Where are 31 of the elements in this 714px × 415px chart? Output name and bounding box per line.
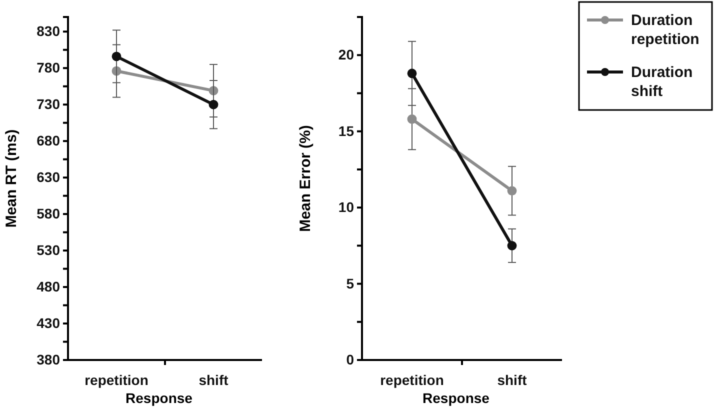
y-tick-label: 730	[36, 96, 60, 112]
x-tick-label: shift	[497, 372, 528, 388]
point	[208, 100, 218, 110]
x-axis-title: Response	[422, 390, 490, 406]
y-tick-label: 20	[338, 46, 354, 63]
point	[112, 52, 122, 62]
y-tick-label: 630	[36, 169, 60, 186]
legend-label: Duration shift	[631, 64, 693, 100]
y-tick-label: 15	[338, 122, 354, 139]
y-tick-label: 5	[346, 275, 354, 292]
y-tick-label: 10	[338, 199, 354, 216]
y-tick-label: 530	[36, 242, 60, 258]
point	[407, 68, 417, 78]
point	[507, 240, 517, 250]
y-tick-label: 680	[36, 132, 60, 149]
y-tick-label: 430	[36, 314, 60, 331]
x-axis-title: Response	[126, 390, 193, 406]
x-tick-label: shift	[198, 372, 229, 388]
y-tick-label: 480	[36, 278, 60, 294]
x-tick-label: repetition	[380, 372, 444, 388]
legend-label: Duration repetition	[631, 12, 700, 48]
y-tick-label: 0	[346, 351, 354, 368]
y-axis-title: Mean Error (%)	[297, 125, 314, 232]
x-tick-label: repetition	[84, 372, 148, 388]
y-tick-label: 830	[36, 23, 60, 40]
point	[507, 186, 517, 196]
y-tick-label: 780	[36, 60, 60, 76]
y-tick-label: 380	[36, 351, 60, 368]
y-axis-title: Mean RT (ms)	[3, 129, 20, 228]
y-tick-label: 580	[36, 206, 60, 222]
point	[407, 114, 417, 124]
